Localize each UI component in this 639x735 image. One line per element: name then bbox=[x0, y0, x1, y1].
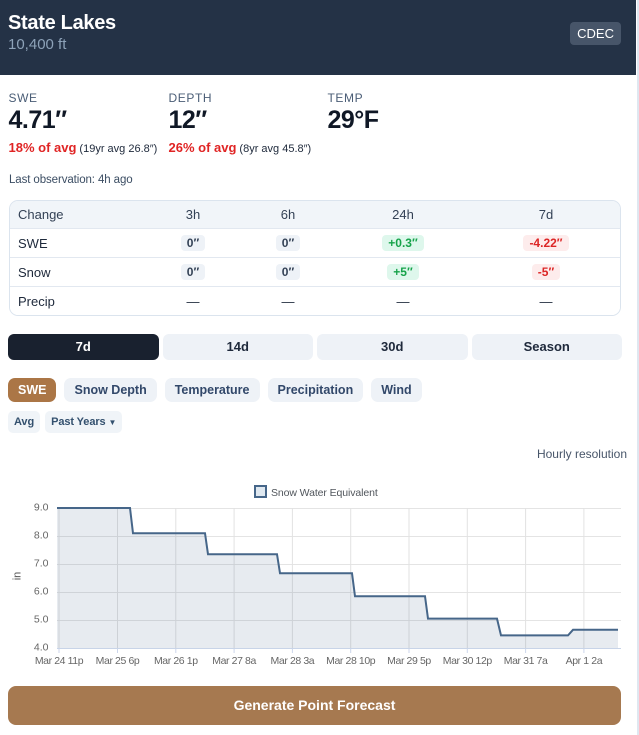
svg-text:7.0: 7.0 bbox=[34, 558, 49, 570]
svg-text:Mar 28 10p: Mar 28 10p bbox=[326, 655, 376, 667]
svg-text:Mar 24 11p: Mar 24 11p bbox=[35, 655, 84, 667]
svg-text:6.0: 6.0 bbox=[34, 586, 49, 598]
svg-text:Mar 27 8a: Mar 27 8a bbox=[212, 655, 256, 667]
svg-text:4.0: 4.0 bbox=[34, 642, 49, 654]
svg-text:Apr 1 2a: Apr 1 2a bbox=[566, 655, 603, 667]
svg-text:Mar 25 6p: Mar 25 6p bbox=[96, 655, 140, 667]
svg-text:Mar 29 5p: Mar 29 5p bbox=[387, 655, 431, 667]
svg-text:Mar 31 7a: Mar 31 7a bbox=[504, 655, 548, 667]
svg-text:9.0: 9.0 bbox=[34, 502, 49, 514]
svg-text:in: in bbox=[12, 572, 24, 581]
svg-text:Snow Water Equivalent: Snow Water Equivalent bbox=[271, 487, 378, 499]
svg-text:8.0: 8.0 bbox=[34, 530, 49, 542]
svg-text:Mar 28 3a: Mar 28 3a bbox=[271, 655, 315, 667]
svg-text:Mar 30 12p: Mar 30 12p bbox=[443, 655, 493, 667]
svg-text:5.0: 5.0 bbox=[34, 614, 49, 626]
svg-text:Mar 26 1p: Mar 26 1p bbox=[154, 655, 198, 667]
